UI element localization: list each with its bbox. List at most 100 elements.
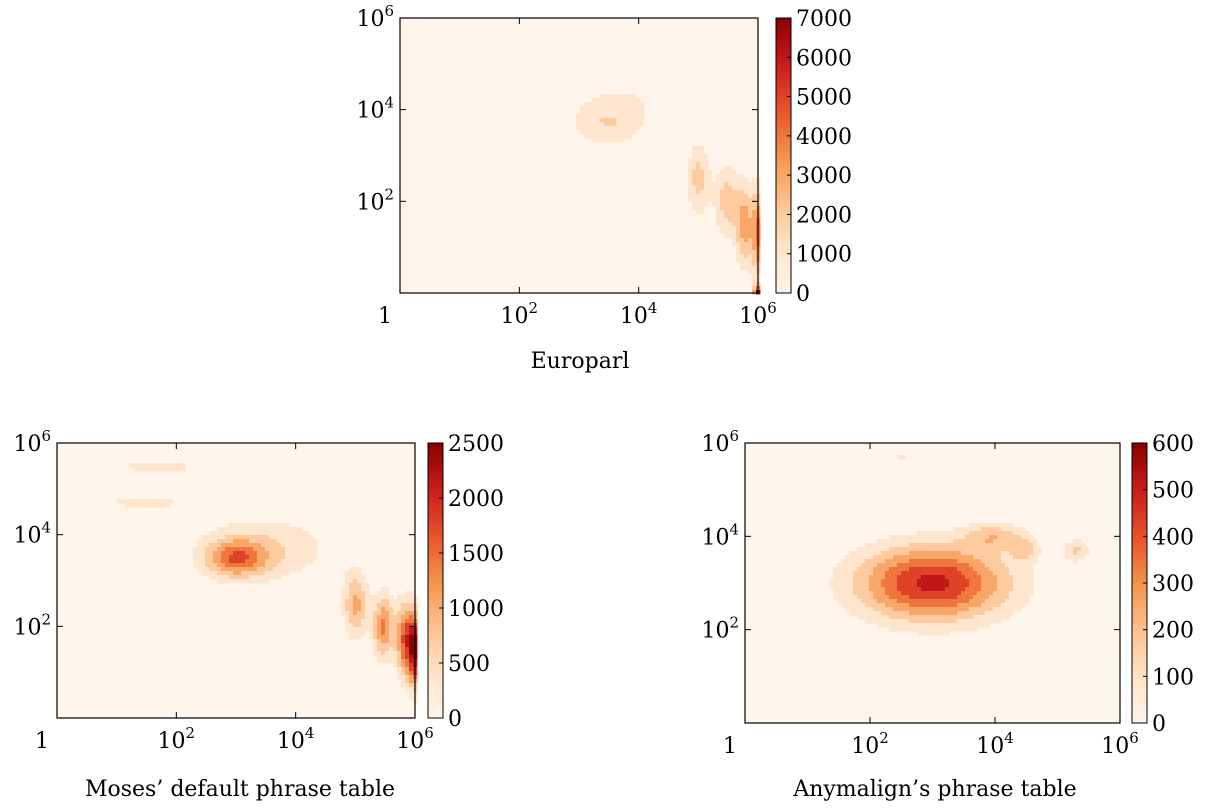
contour-cell <box>253 575 258 580</box>
contour-cell <box>1009 531 1014 536</box>
contour-cell <box>237 563 242 568</box>
contour-cell <box>748 218 753 223</box>
contour-cell <box>225 571 230 576</box>
contour-cell <box>636 118 641 123</box>
contour-cell <box>905 551 910 556</box>
contour-cell <box>313 543 318 548</box>
contour-cell <box>261 547 266 552</box>
colorbar-segment <box>428 619 443 625</box>
contour-cell <box>261 523 266 528</box>
colorbar-segment <box>1132 647 1147 652</box>
contour-cell <box>277 567 282 572</box>
contour-cell <box>1085 551 1090 556</box>
contour-cell <box>740 230 745 235</box>
contour-cell <box>265 547 270 552</box>
contour-cell <box>612 102 617 107</box>
colorbar-segment <box>428 529 443 534</box>
contour-cell <box>921 619 926 624</box>
contour-cell <box>913 595 918 600</box>
contour-cell <box>885 603 890 608</box>
contour-cell <box>933 611 938 616</box>
contour-cell <box>985 603 990 608</box>
contour-cell <box>953 527 958 532</box>
contour-cell <box>1021 571 1026 576</box>
contour-cell <box>708 194 713 199</box>
contour-cell <box>349 623 354 628</box>
contour-cell <box>985 539 990 544</box>
contour-cell <box>917 615 922 620</box>
contour-cell <box>929 599 934 604</box>
contour-cell <box>857 563 862 568</box>
contour-cell <box>357 603 362 608</box>
contour-cell <box>889 571 894 576</box>
contour-cell <box>885 579 890 584</box>
contour-cell <box>257 527 262 532</box>
contour-cell <box>897 619 902 624</box>
contour-cell <box>937 619 942 624</box>
contour-cell <box>1025 559 1030 564</box>
contour-cell <box>865 587 870 592</box>
contour-cell <box>869 619 874 624</box>
colorbar-segment <box>776 112 791 117</box>
contour-cell <box>217 571 222 576</box>
contour-cell <box>973 551 978 556</box>
contour-cell <box>853 579 858 584</box>
contour-cell <box>1021 575 1026 580</box>
contour-cell <box>612 114 617 119</box>
contour-cell <box>596 98 601 103</box>
contour-cell <box>941 583 946 588</box>
colorbar-segment <box>1132 491 1147 496</box>
contour-cell <box>740 254 745 259</box>
contour-cell <box>740 178 745 183</box>
contour-cell <box>704 182 709 187</box>
contour-cell <box>596 138 601 143</box>
contour-cell <box>285 543 290 548</box>
contour-cell <box>632 130 637 135</box>
contour-cell <box>217 555 222 560</box>
contour-cell <box>592 126 597 131</box>
colorbar-segment <box>1132 511 1147 516</box>
contour-cell <box>273 555 278 560</box>
contour-cell <box>1005 559 1010 564</box>
contour-cell <box>724 202 729 207</box>
contour-cell <box>241 571 246 576</box>
contour-cell <box>241 527 246 532</box>
contour-cell <box>877 543 882 548</box>
contour-cell <box>937 575 942 580</box>
contour-cell <box>929 531 934 536</box>
contour-cell <box>604 134 609 139</box>
colorbar-segment <box>1132 707 1147 712</box>
contour-cell <box>704 178 709 183</box>
contour-cell <box>257 543 262 548</box>
contour-cell <box>353 603 358 608</box>
contour-cell <box>341 603 346 608</box>
contour-cell <box>873 587 878 592</box>
contour-cell <box>357 631 362 636</box>
colorbar-segment <box>428 702 443 707</box>
contour-cell <box>584 110 589 115</box>
contour-cell <box>624 130 629 135</box>
contour-cell <box>901 559 906 564</box>
contour-cell <box>893 559 898 564</box>
colorbar-segment <box>776 198 791 204</box>
contour-cell <box>973 559 978 564</box>
contour-cell <box>1029 583 1034 588</box>
contour-cell <box>632 118 637 123</box>
contour-cell <box>845 575 850 580</box>
contour-cell <box>369 627 374 632</box>
contour-cell <box>989 599 994 604</box>
contour-cell <box>873 619 878 624</box>
contour-cell <box>913 619 918 624</box>
contour-cell <box>1069 555 1074 560</box>
chart-europarl: 1 102 104 106102104106010002000300040005000… <box>356 2 852 374</box>
contour-cell <box>293 563 298 568</box>
contour-cell <box>1017 551 1022 556</box>
contour-cell <box>973 623 978 628</box>
contour-cell <box>389 659 394 664</box>
contour-cell <box>401 651 406 656</box>
contour-cell <box>748 210 753 215</box>
contour-cell <box>1065 543 1070 548</box>
colorbar-tick-label: 0 <box>1152 712 1166 737</box>
contour-cell <box>929 587 934 592</box>
colorbar-segment <box>428 611 443 617</box>
